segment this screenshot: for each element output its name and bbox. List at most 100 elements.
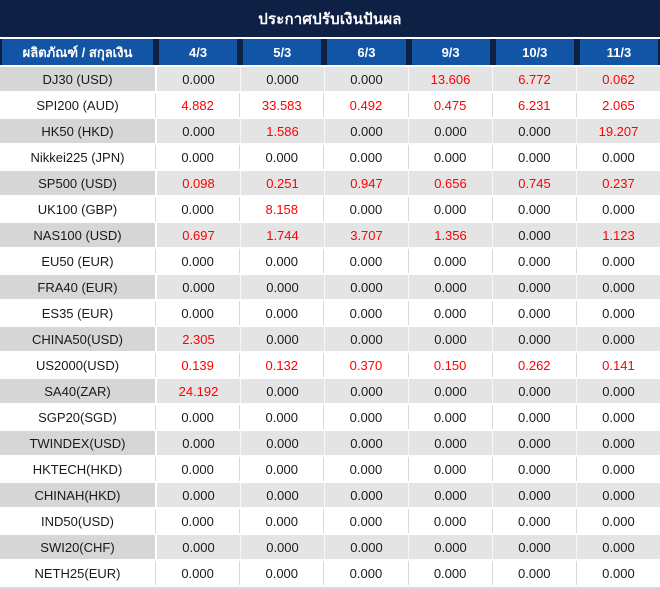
dividend-value-cell: 0.000: [239, 405, 324, 429]
dividend-value-cell: 0.000: [155, 561, 240, 585]
dividend-value-cell: 0.492: [323, 93, 408, 117]
dividend-value-cell: 0.000: [492, 119, 576, 143]
dividend-value-cell: 0.000: [407, 197, 492, 221]
table-row: SWI20(CHF) 0.000 0.000 0.000 0.000 0.000 0.000: [0, 535, 660, 559]
dividend-value-cell: 0.000: [575, 249, 660, 273]
dividend-value-cell: 2.065: [575, 93, 660, 117]
dividend-value-cell: 0.132: [239, 353, 324, 377]
dividend-value-cell: 0.000: [491, 145, 576, 169]
dividend-value-cell: 0.656: [408, 171, 492, 195]
dividend-value-cell: 0.000: [576, 379, 660, 403]
dividend-value-cell: 13.606: [408, 67, 492, 91]
table-row: SP500 (USD) 0.098 0.251 0.947 0.656 0.745 0.23…: [0, 171, 660, 195]
product-cell: US2000(USD): [0, 353, 155, 377]
column-header-date: 10/3: [495, 39, 574, 65]
dividend-value-cell: 6.231: [491, 93, 576, 117]
dividend-value-cell: 3.707: [324, 223, 408, 247]
page-title: ประกาศปรับเงินปันผล: [258, 10, 402, 28]
dividend-value-cell: 0.000: [239, 509, 324, 533]
dividend-value-cell: 0.000: [407, 405, 492, 429]
dividend-value-cell: 0.000: [408, 431, 492, 455]
dividend-value-cell: 0.370: [323, 353, 408, 377]
dividend-value-cell: 19.207: [576, 119, 660, 143]
column-header-product: ผลิตภัณฑ์ / สกุลเงิน: [2, 39, 153, 65]
column-header-date: 4/3: [159, 39, 238, 65]
dividend-value-cell: 0.000: [492, 431, 576, 455]
dividend-value-cell: 0.000: [324, 119, 408, 143]
dividend-value-cell: 0.000: [239, 561, 324, 585]
product-cell: CHINAH(HKD): [0, 483, 155, 507]
dividend-value-cell: 0.000: [491, 457, 576, 481]
dividend-value-cell: 0.000: [492, 379, 576, 403]
dividend-value-cell: 0.000: [407, 457, 492, 481]
product-cell: IND50(USD): [0, 509, 155, 533]
table-row: NETH25(EUR) 0.000 0.000 0.000 0.000 0.000 0.00…: [0, 561, 660, 585]
product-cell: EU50 (EUR): [0, 249, 155, 273]
dividend-value-cell: 0.000: [407, 509, 492, 533]
dividend-value-cell: 0.000: [239, 301, 324, 325]
dividend-value-cell: 0.000: [155, 275, 240, 299]
dividend-value-cell: 0.000: [240, 535, 324, 559]
dividend-value-cell: 0.000: [575, 457, 660, 481]
dividend-value-cell: 0.000: [407, 145, 492, 169]
dividend-value-cell: 0.000: [323, 197, 408, 221]
product-cell: CHINA50(USD): [0, 327, 155, 351]
dividend-value-cell: 0.000: [323, 145, 408, 169]
dividend-value-cell: 4.882: [155, 93, 240, 117]
dividend-value-cell: 0.000: [575, 561, 660, 585]
dividend-value-cell: 0.000: [575, 509, 660, 533]
dividend-value-cell: 0.475: [407, 93, 492, 117]
dividend-value-cell: 0.000: [408, 275, 492, 299]
dividend-value-cell: 0.000: [576, 431, 660, 455]
product-cell: SPI200 (AUD): [0, 93, 155, 117]
dividend-value-cell: 0.098: [155, 171, 240, 195]
dividend-value-cell: 0.000: [240, 327, 324, 351]
table-row: IND50(USD) 0.000 0.000 0.000 0.000 0.000 0.000: [0, 509, 660, 533]
column-header-date: 9/3: [411, 39, 490, 65]
table-row: Nikkei225 (JPN) 0.000 0.000 0.000 0.000 0.000…: [0, 145, 660, 169]
dividend-value-cell: 0.251: [240, 171, 324, 195]
product-cell: NETH25(EUR): [0, 561, 155, 585]
dividend-value-cell: 0.000: [407, 301, 492, 325]
dividend-value-cell: 0.000: [240, 275, 324, 299]
dividend-value-cell: 0.000: [240, 67, 324, 91]
product-cell: DJ30 (USD): [0, 67, 155, 91]
dividend-value-cell: 1.356: [408, 223, 492, 247]
dividend-value-cell: 2.305: [155, 327, 240, 351]
table-row: TWINDEX(USD) 0.000 0.000 0.000 0.000 0.000 0.0…: [0, 431, 660, 455]
dividend-value-cell: 0.000: [155, 301, 240, 325]
dividend-value-cell: 0.000: [155, 67, 240, 91]
dividend-value-cell: 0.000: [491, 405, 576, 429]
dividend-value-cell: 0.000: [323, 509, 408, 533]
dividend-value-cell: 0.139: [155, 353, 240, 377]
dividend-value-cell: 0.000: [575, 405, 660, 429]
dividend-value-cell: 0.000: [324, 483, 408, 507]
dividend-value-cell: 0.000: [575, 301, 660, 325]
product-cell: SP500 (USD): [0, 171, 155, 195]
table-row: CHINA50(USD) 2.305 0.000 0.000 0.000 0.000 0.0…: [0, 327, 660, 351]
column-header-date: 11/3: [579, 39, 659, 65]
product-cell: NAS100 (USD): [0, 223, 155, 247]
table-row: ES35 (EUR) 0.000 0.000 0.000 0.000 0.000 0.000: [0, 301, 660, 325]
dividend-value-cell: 0.000: [492, 483, 576, 507]
dividend-value-cell: 0.000: [491, 509, 576, 533]
dividend-value-cell: 24.192: [155, 379, 240, 403]
dividend-value-cell: 0.697: [155, 223, 240, 247]
dividend-value-cell: 0.000: [324, 535, 408, 559]
dividend-value-cell: 0.000: [492, 535, 576, 559]
dividend-value-cell: 0.000: [324, 379, 408, 403]
table-body: DJ30 (USD) 0.000 0.000 0.000 13.606 6.772 0.06…: [0, 67, 660, 589]
dividend-value-cell: 0.000: [239, 249, 324, 273]
dividend-value-cell: 0.000: [408, 483, 492, 507]
dividend-value-cell: 33.583: [239, 93, 324, 117]
dividend-value-cell: 0.000: [155, 249, 240, 273]
table-row: SGP20(SGD) 0.000 0.000 0.000 0.000 0.000 0.000: [0, 405, 660, 429]
dividend-value-cell: 0.000: [323, 301, 408, 325]
dividend-value-cell: 0.262: [491, 353, 576, 377]
table-row: UK100 (GBP) 0.000 8.158 0.000 0.000 0.000 0.00…: [0, 197, 660, 221]
table-row: US2000(USD) 0.139 0.132 0.370 0.150 0.262 0.14…: [0, 353, 660, 377]
dividend-value-cell: 0.000: [155, 197, 240, 221]
dividend-value-cell: 0.000: [155, 145, 240, 169]
dividend-value-cell: 1.744: [240, 223, 324, 247]
